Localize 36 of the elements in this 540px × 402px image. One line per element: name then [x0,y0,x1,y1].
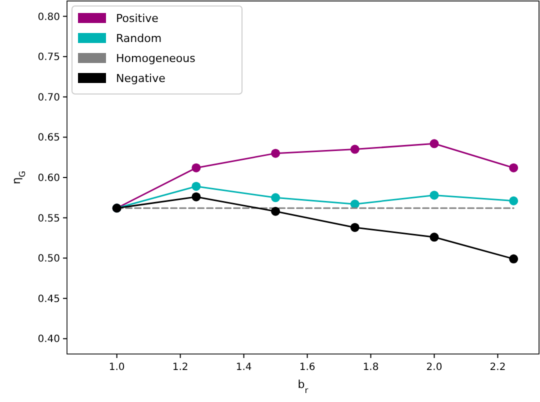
x-tick-label: 1.2 [172,362,188,373]
legend-label: Random [116,32,162,45]
point [271,206,280,216]
y-tick-label: 0.45 [38,294,60,305]
point [509,163,518,172]
point [350,222,360,232]
point [192,192,201,202]
legend-label: Negative [116,72,166,85]
y-tick-label: 0.75 [38,52,60,64]
point [192,163,201,172]
point [350,200,360,209]
y-tick-label: 0.65 [38,132,60,144]
y-tick-label: 0.50 [38,254,60,265]
y-tick-label: 0.55 [38,213,60,224]
x-tick-label: 2.2 [490,362,506,373]
x-tick-label: 2.0 [426,362,442,373]
x-axis-title: b$_{r}$ [298,378,309,395]
point [509,254,518,264]
x-tick-label: 1.8 [362,362,379,373]
point [192,182,201,191]
x-tick-label: 1.4 [236,362,252,373]
y-tick-label: 0.70 [38,92,60,104]
y-tick-label: 0.60 [38,173,60,184]
legend-label: Positive [116,12,159,25]
point [509,196,518,206]
point [271,193,280,202]
point [271,148,280,158]
x-tick-label: 1.6 [299,362,316,373]
point [430,232,439,242]
y-tick-label: 0.80 [38,12,60,23]
point [350,144,360,154]
legend-label: Homogeneous [116,52,196,65]
x-tick-label: 1.0 [108,362,125,373]
point [430,190,439,200]
y-tick-label: 0.40 [38,334,60,346]
point [430,139,439,148]
